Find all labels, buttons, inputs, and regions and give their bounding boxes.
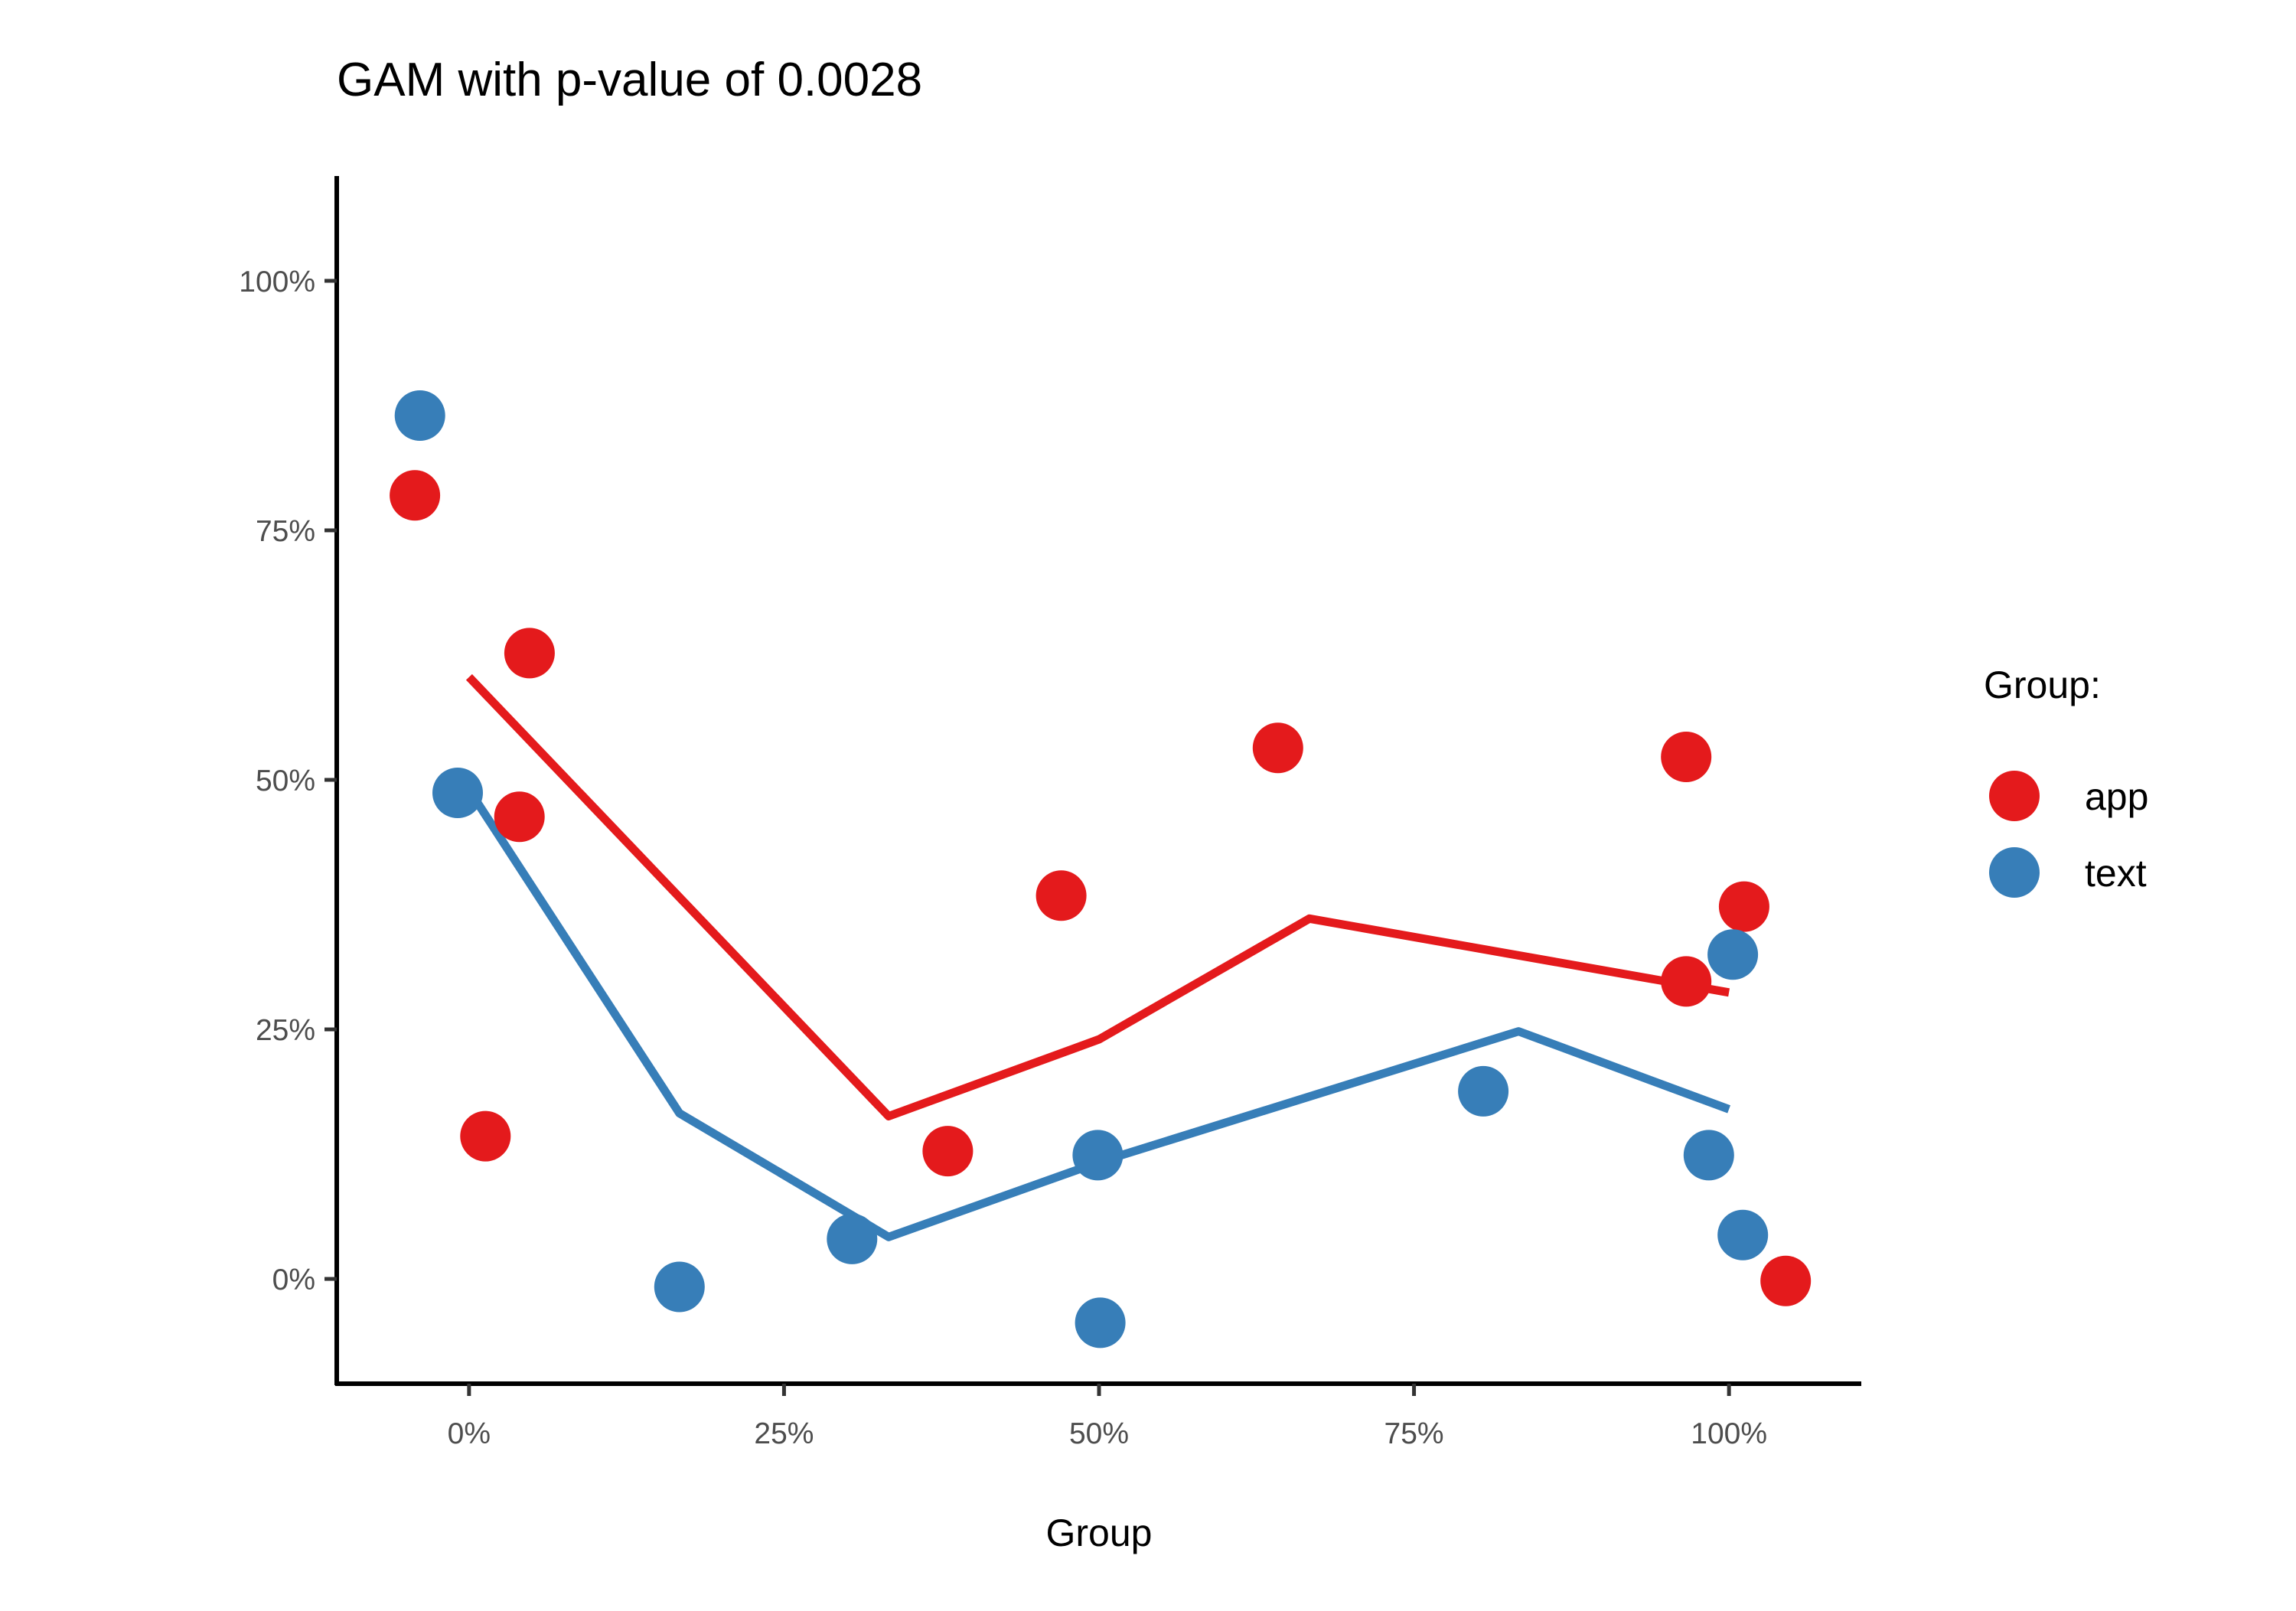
legend-title: Group:	[1984, 664, 2101, 706]
legend-label-text: text	[2085, 852, 2147, 895]
point-app	[1760, 1255, 1812, 1306]
y-tick-label: 0%	[272, 1264, 315, 1296]
y-tick-label: 25%	[256, 1014, 315, 1047]
point-text	[827, 1213, 878, 1264]
x-axis: 0% 25% 50% 75% 100%	[335, 1381, 1861, 1450]
point-text	[1075, 1297, 1126, 1348]
chart-title: GAM with p-value of 0.0028	[337, 54, 922, 106]
legend-label-app: app	[2085, 775, 2148, 818]
trend-line-text	[465, 788, 1731, 1241]
point-text	[1683, 1130, 1734, 1181]
point-app	[1252, 722, 1303, 774]
y-tick-label: 100%	[239, 266, 315, 298]
legend: Group: app text	[1984, 664, 2148, 898]
point-text	[432, 768, 483, 818]
point-text	[1717, 1209, 1769, 1260]
point-app	[1661, 732, 1712, 782]
legend-key-text	[1989, 847, 2040, 898]
point-app	[1718, 881, 1769, 932]
point-text	[394, 390, 445, 441]
x-tick-label: 100%	[1691, 1417, 1767, 1450]
point-app	[460, 1110, 511, 1162]
point-app	[1035, 870, 1087, 921]
legend-key-app	[1989, 771, 2040, 821]
point-app	[390, 470, 441, 521]
data-points	[390, 390, 1812, 1348]
x-tick-label: 75%	[1384, 1417, 1444, 1450]
y-tick-label: 50%	[256, 765, 315, 797]
point-text	[1707, 929, 1759, 980]
y-tick-label: 75%	[256, 515, 315, 548]
x-tick-label: 0%	[448, 1417, 491, 1450]
point-text	[1458, 1065, 1509, 1117]
point-text	[1072, 1130, 1124, 1181]
trend-line-app	[465, 673, 1730, 1120]
point-app	[1661, 956, 1712, 1007]
point-text	[654, 1261, 705, 1313]
point-app	[494, 791, 545, 843]
point-app	[504, 628, 555, 679]
x-tick-label: 25%	[754, 1417, 814, 1450]
trend-lines	[465, 673, 1731, 1241]
x-tick-label: 50%	[1069, 1417, 1129, 1450]
point-app	[922, 1126, 974, 1177]
y-axis: 0% 25% 50% 75% 100%	[239, 176, 339, 1385]
x-axis-title: Group	[1046, 1512, 1153, 1554]
